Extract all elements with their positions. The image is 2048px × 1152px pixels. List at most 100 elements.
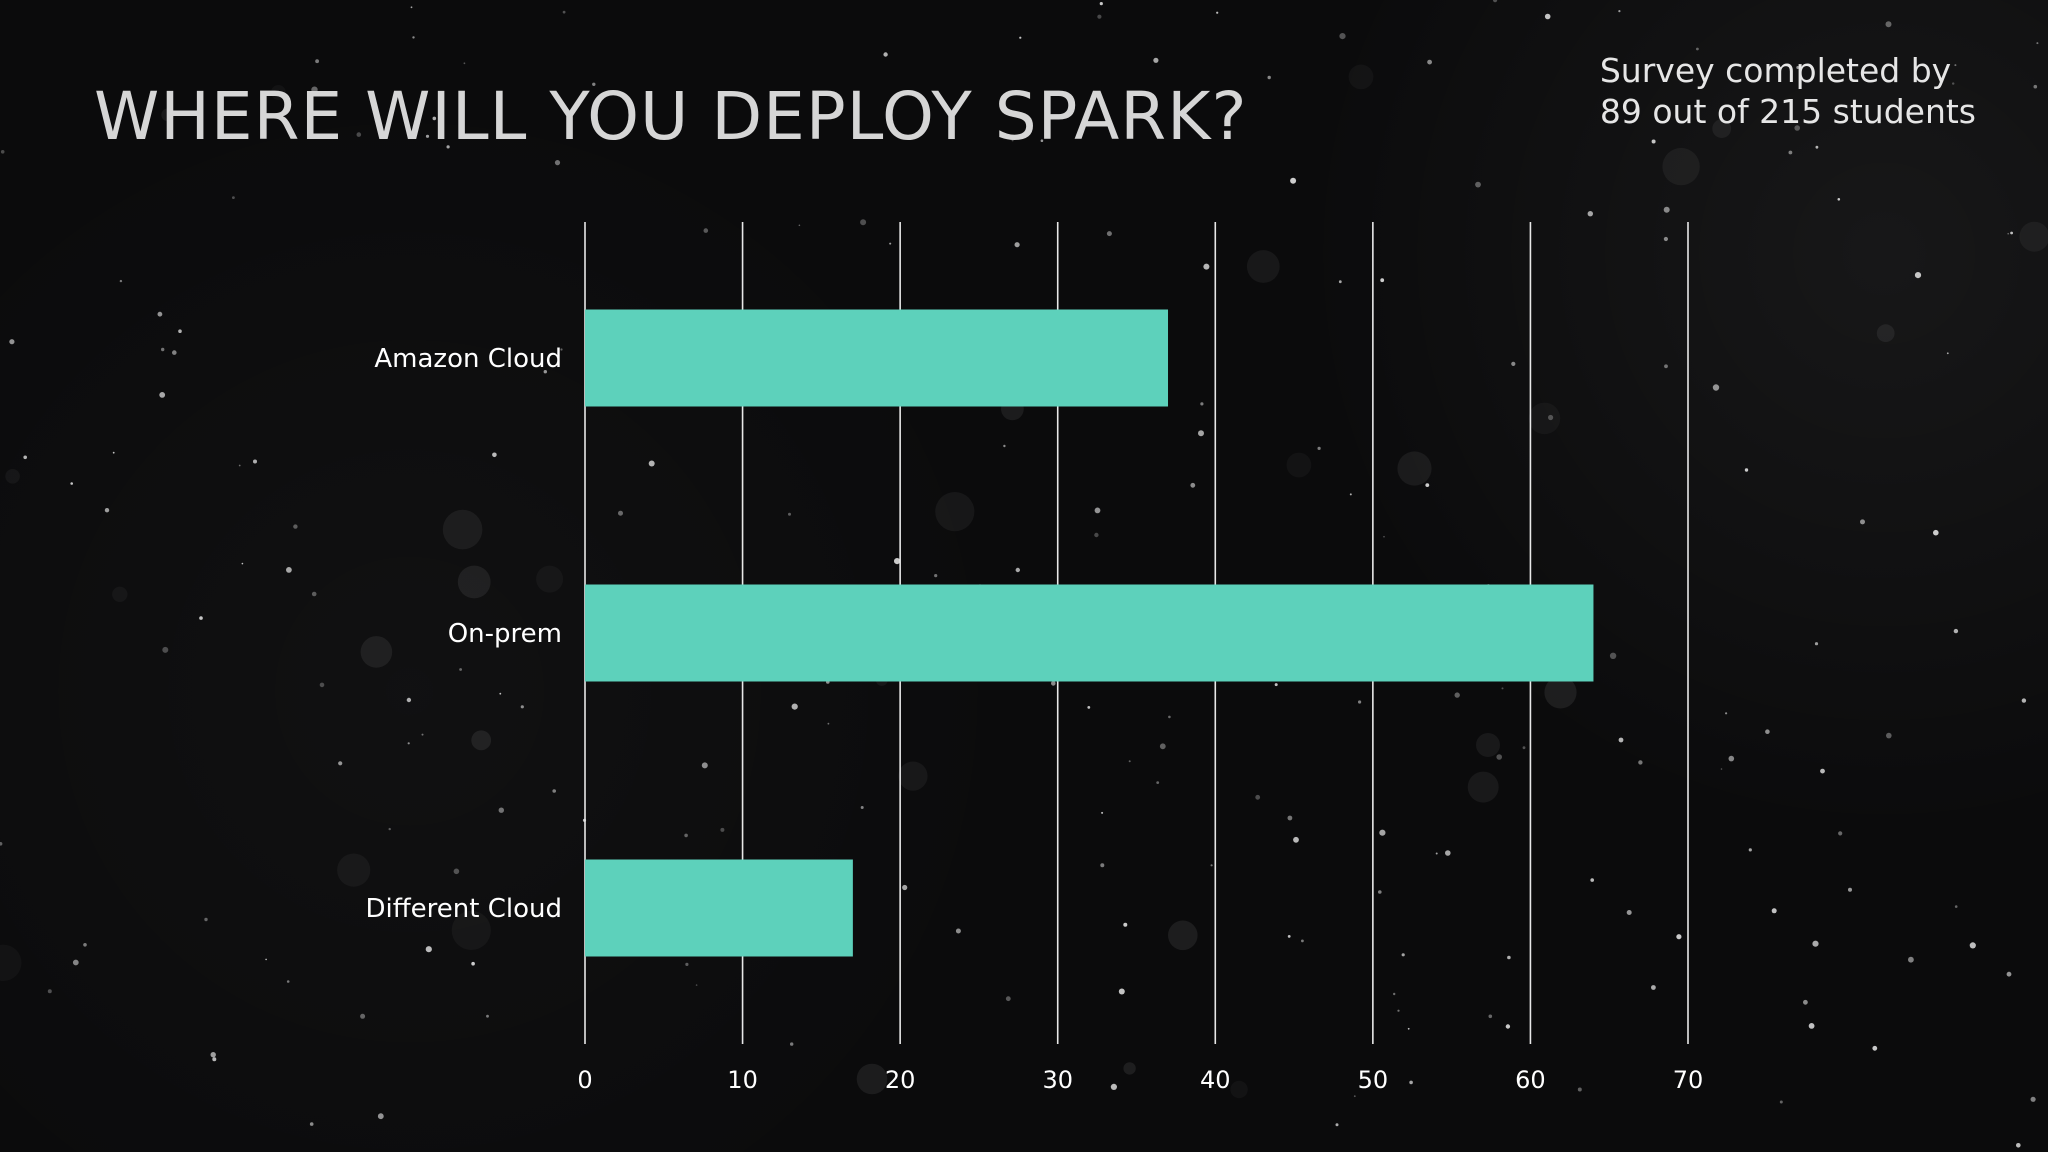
background-speckle	[1475, 181, 1481, 188]
background-speckle	[554, 160, 561, 166]
background-speckle	[498, 807, 504, 813]
background-speckle	[1159, 743, 1166, 750]
background-speckle	[1618, 10, 1621, 13]
background-speckle	[1393, 992, 1396, 996]
background-speckle	[442, 509, 483, 550]
background-speckle	[1216, 11, 1219, 14]
background-speckle	[1590, 878, 1594, 882]
background-speckle	[935, 492, 975, 532]
background-speckle	[204, 917, 208, 922]
background-speckle	[1651, 139, 1656, 144]
background-speckle	[1952, 82, 1955, 85]
background-speckle	[1820, 768, 1825, 774]
background-speckle	[1040, 139, 1044, 142]
background-speckle	[1003, 444, 1006, 448]
background-speckle	[1097, 14, 1102, 19]
background-speckle	[412, 36, 415, 39]
background-speckle	[2016, 1143, 2021, 1148]
background-speckle	[1087, 706, 1091, 709]
background-speckle	[860, 219, 867, 226]
background-speckle	[1349, 493, 1352, 496]
background-speckle	[1638, 760, 1643, 765]
background-speckle	[499, 692, 502, 695]
background-speckle	[72, 959, 79, 966]
background-speckle	[2021, 698, 2027, 703]
background-speckle	[338, 761, 343, 766]
background-speckle	[407, 742, 410, 745]
background-speckle	[410, 6, 413, 9]
background-speckle	[1794, 125, 1800, 131]
background-speckle	[1246, 250, 1280, 283]
bar-on-prem	[585, 584, 1594, 682]
background-speckle	[2036, 42, 2039, 45]
background-speckle	[1954, 64, 1957, 67]
background-speckle	[1101, 811, 1104, 814]
background-speckle	[1744, 468, 1749, 472]
background-speckle	[1946, 352, 1949, 355]
background-speckle	[1725, 712, 1728, 715]
background-speckle	[1153, 57, 1159, 63]
background-speckle	[543, 370, 547, 374]
background-speckle	[520, 705, 524, 709]
background-speckle	[902, 884, 908, 891]
background-speckle	[1748, 848, 1752, 852]
background-speckle	[2030, 1096, 2036, 1102]
background-speckle	[1094, 532, 1099, 538]
background-speckle	[1808, 1023, 1815, 1029]
background-speckle	[684, 833, 688, 838]
background-speckle	[1379, 829, 1386, 836]
background-speckle	[286, 567, 292, 573]
category-label: Different Cloud	[366, 894, 562, 924]
background-speckle	[618, 510, 623, 516]
background-speckle	[1548, 414, 1554, 421]
background-speckle	[791, 703, 798, 710]
background-speckle	[1505, 1024, 1511, 1029]
background-speckle	[1358, 700, 1362, 704]
background-speckle	[1383, 535, 1385, 538]
background-speckle	[1445, 850, 1451, 856]
background-speckle	[1210, 864, 1213, 867]
background-speckle	[860, 806, 864, 809]
background-speckle	[377, 1113, 384, 1120]
background-speckle	[1407, 1027, 1410, 1030]
background-speckle	[1618, 737, 1624, 743]
background-speckle	[1014, 242, 1020, 248]
survey-note-line-2: 89 out of 215 students	[1599, 92, 1976, 131]
background-speckle	[1720, 768, 1723, 770]
category-label: Amazon Cloud	[374, 344, 562, 374]
background-speckle	[856, 1063, 888, 1095]
background-speckle	[9, 339, 15, 345]
background-speckle	[720, 827, 725, 832]
background-speckle	[162, 646, 169, 653]
background-speckle	[1267, 75, 1271, 80]
background-speckle	[1522, 746, 1526, 750]
background-speckle	[293, 524, 298, 529]
background-speckle	[1848, 887, 1852, 892]
background-speckle	[1100, 863, 1105, 868]
x-tick-label: 70	[1673, 1066, 1704, 1094]
background-speckle	[1663, 206, 1670, 213]
background-speckle	[1662, 147, 1700, 186]
background-speckle	[894, 558, 901, 565]
background-speckle	[1015, 567, 1020, 573]
x-tick-label: 20	[885, 1066, 916, 1094]
background-speckle	[1454, 692, 1460, 698]
background-speckle	[356, 132, 362, 137]
background-speckle	[1914, 272, 1922, 279]
x-tick-label: 30	[1042, 1066, 1073, 1094]
background-speckle	[1335, 1123, 1339, 1127]
background-speckle	[199, 616, 203, 620]
background-speckle	[1084, 115, 1087, 118]
background-speckle	[898, 761, 928, 791]
background-speckle	[265, 958, 267, 961]
survey-note: Survey completed by 89 out of 215 studen…	[1600, 50, 1976, 132]
background-speckle	[560, 348, 563, 351]
background-speckle	[1106, 231, 1112, 237]
background-speckle	[1467, 771, 1499, 803]
background-speckle	[695, 984, 698, 986]
background-speckle	[23, 455, 28, 460]
background-speckle	[112, 451, 115, 454]
background-speckle	[685, 962, 689, 967]
background-speckle	[1011, 139, 1014, 142]
